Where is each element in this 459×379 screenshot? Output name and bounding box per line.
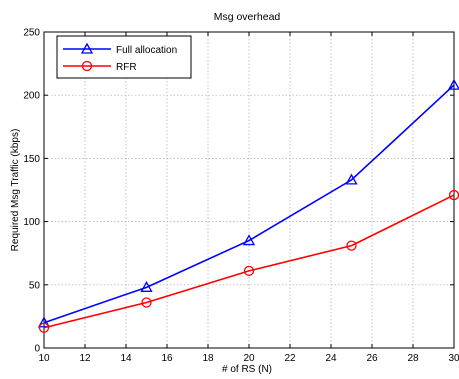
data-point-rfr-15	[141, 297, 152, 308]
x-tick-label-28: 28	[407, 353, 419, 364]
x-tick-label-12: 12	[79, 353, 91, 364]
legend-label-rfr: RFR	[116, 62, 137, 73]
legend-marker-triangle-icon	[80, 42, 94, 54]
chart-title: Msg overhead	[214, 11, 281, 23]
series-line-full-allocation	[43, 84, 455, 324]
legend-marker-circle-icon	[81, 60, 93, 72]
data-point-rfr-25	[346, 240, 357, 251]
data-point-full-allocation-10	[37, 316, 51, 328]
data-point-full-allocation-15	[140, 280, 153, 292]
x-axis-label: # of RS (N)	[222, 364, 272, 375]
x-tick-label-10: 10	[38, 353, 50, 364]
data-point-full-allocation-30	[447, 78, 459, 90]
grid	[44, 32, 454, 348]
x-tick-label-24: 24	[325, 353, 337, 364]
y-tick-label-0: 0	[34, 344, 40, 355]
data-point-rfr-10	[38, 322, 50, 333]
data-point-rfr-20	[243, 265, 255, 277]
legend: Full allocation RFR	[56, 35, 192, 79]
x-tick-label-30: 30	[448, 353, 459, 364]
x-tick-label-26: 26	[366, 353, 378, 364]
y-tick-label-200: 200	[23, 91, 40, 102]
y-tick-label-50: 50	[29, 280, 41, 291]
x-tick-label-14: 14	[120, 353, 132, 364]
x-tick-label-20: 20	[243, 353, 255, 364]
data-point-full-allocation-25	[345, 173, 358, 185]
y-tick-label-100: 100	[23, 217, 40, 228]
data-point-full-allocation-20	[242, 234, 256, 246]
legend-box	[56, 35, 192, 79]
y-tick-label-150: 150	[23, 154, 40, 165]
series-line-rfr	[43, 194, 455, 329]
x-tick-label-18: 18	[202, 353, 214, 364]
series-area	[37, 78, 459, 333]
x-tick-label-16: 16	[161, 353, 173, 364]
x-tick-label-22: 22	[284, 353, 296, 364]
y-tick-label-250: 250	[23, 28, 40, 39]
legend-label-full-allocation: Full allocation	[116, 45, 177, 56]
y-axis-label: Required Msg Traffic (kbps)	[10, 129, 21, 252]
